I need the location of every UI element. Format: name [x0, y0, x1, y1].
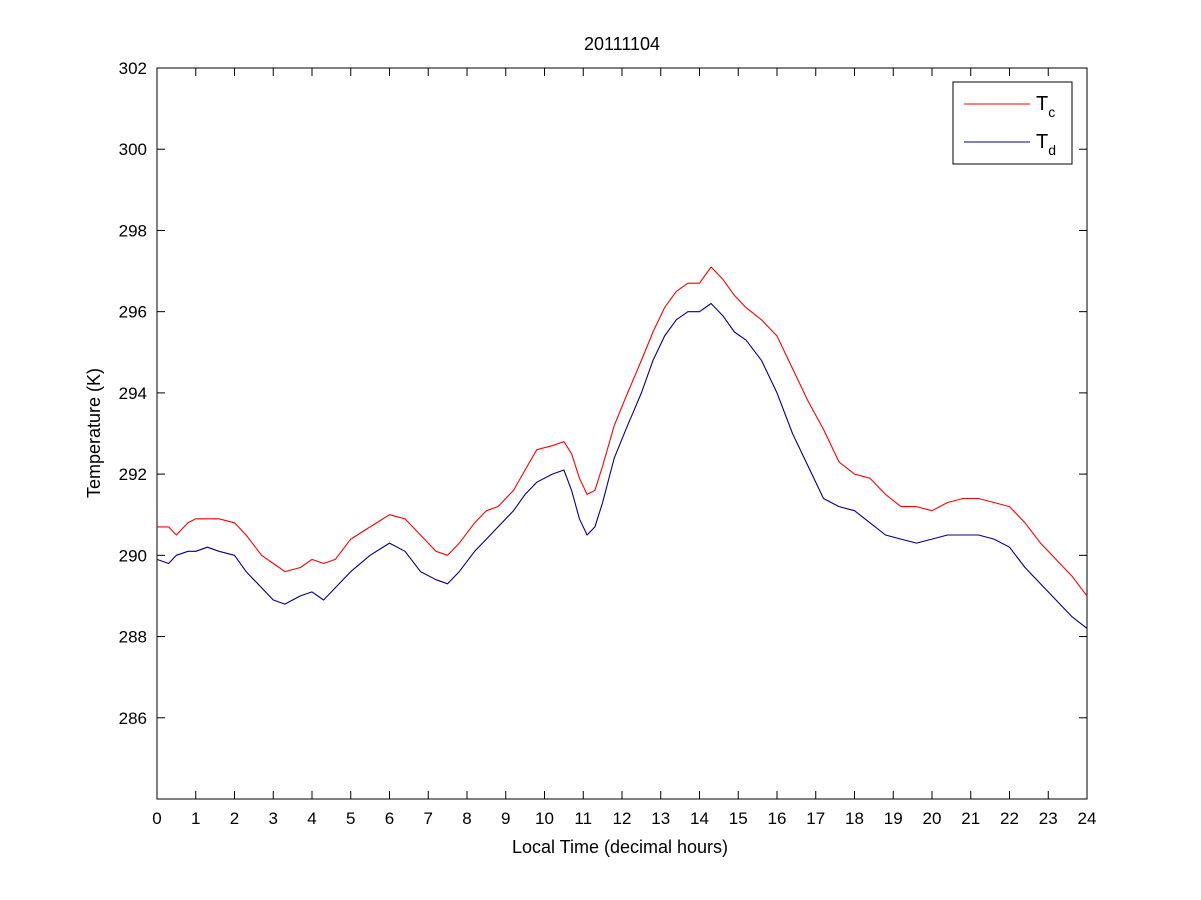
x-tick-label-6: 6 [385, 809, 394, 828]
ticks-layer: 0 1 2 3 4 5 6 7 8 9 10 11 12 13 14 15 16 17 18 19 20 21 22 23 24… [119, 59, 1097, 828]
x-tick-label-10: 10 [535, 809, 554, 828]
legend-label-tc: Tc [1036, 93, 1055, 120]
series-line-td [156, 302, 1088, 629]
x-tick-label-2: 2 [230, 809, 239, 828]
series-layer [156, 266, 1088, 629]
x-tick-label-16: 16 [768, 809, 787, 828]
legend-label-td-sub: d [1048, 142, 1056, 158]
x-tick-label-21: 21 [961, 809, 980, 828]
y-axis-label: Temperature (K) [84, 368, 104, 498]
chart-title: 20111104 [584, 34, 660, 54]
plot-area [156, 67, 1088, 800]
y-tick-label-8: 302 [119, 59, 147, 78]
x-tick-label-15: 15 [729, 809, 748, 828]
x-tick-label-8: 8 [462, 809, 471, 828]
x-tick-label-20: 20 [923, 809, 942, 828]
x-tick-label-17: 17 [806, 809, 825, 828]
legend-label-td-base: T [1036, 131, 1048, 153]
x-tick-label-19: 19 [884, 809, 903, 828]
legend-label-tc-sub: c [1048, 104, 1055, 120]
y-tick-label-1: 288 [119, 628, 147, 647]
legend-box [952, 81, 1073, 165]
legend-label-tc-base: T [1036, 93, 1048, 115]
x-tick-label-7: 7 [424, 809, 433, 828]
x-tick-label-3: 3 [269, 809, 278, 828]
x-tick-label-12: 12 [613, 809, 632, 828]
y-tick-label-4: 294 [119, 384, 147, 403]
x-tick-label-4: 4 [307, 809, 316, 828]
y-tick-label-7: 300 [119, 140, 147, 159]
y-tick-label-3: 292 [119, 465, 147, 484]
x-tick-label-13: 13 [651, 809, 670, 828]
x-tick-label-11: 11 [574, 809, 592, 828]
legend: Tc Td [952, 81, 1073, 165]
y-tick-label-6: 298 [119, 221, 147, 240]
legend-label-td: Td [1036, 131, 1056, 158]
x-tick-label-0: 0 [152, 809, 161, 828]
x-tick-label-18: 18 [845, 809, 864, 828]
series-line-tc [157, 266, 1088, 597]
y-tick-label-5: 296 [119, 303, 147, 322]
x-tick-label-5: 5 [346, 809, 355, 828]
x-tick-label-1: 1 [191, 809, 200, 828]
x-tick-label-14: 14 [690, 809, 709, 828]
x-tick-label-23: 23 [1039, 809, 1058, 828]
x-tick-label-22: 22 [1000, 809, 1019, 828]
x-tick-label-9: 9 [501, 809, 510, 828]
x-tick-label-24: 24 [1078, 809, 1097, 828]
y-tick-label-0: 286 [119, 709, 147, 728]
y-tick-label-2: 290 [119, 546, 147, 565]
x-axis-label: Local Time (decimal hours) [512, 837, 728, 857]
